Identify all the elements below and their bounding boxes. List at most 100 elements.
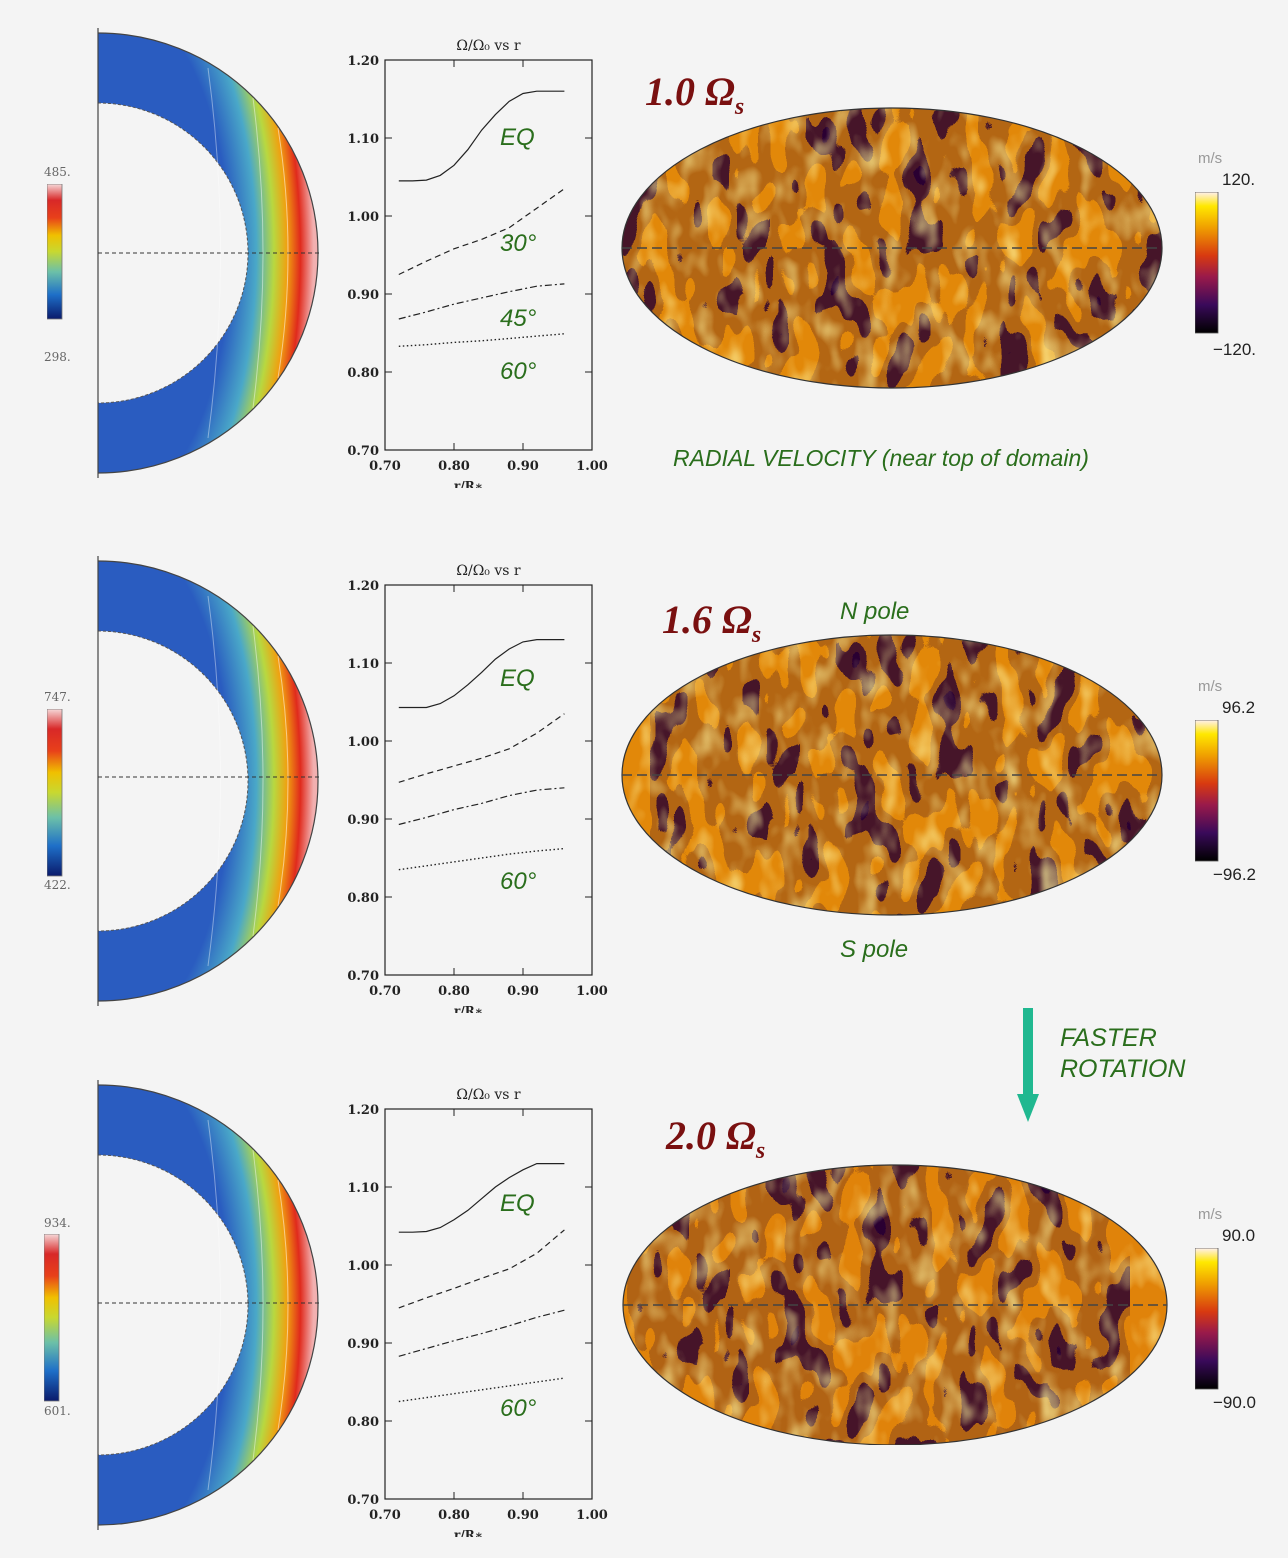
- hemisphere-plot: [97, 1080, 320, 1530]
- label-60: 60°: [500, 358, 537, 385]
- label-30: 30°: [500, 230, 537, 257]
- y-tick-label: 1.20: [347, 579, 379, 594]
- label-eq: EQ: [500, 124, 535, 151]
- velocity-unit: m/s: [1198, 678, 1223, 695]
- velocity-cbar-min: −120.: [1213, 340, 1257, 359]
- x-axis-label: r/R∗: [454, 1004, 483, 1013]
- faster-rotation-arrow-icon: [1017, 1008, 1039, 1122]
- x-tick-label: 0.90: [507, 459, 539, 474]
- s-pole-label: S pole: [840, 936, 909, 963]
- hemisphere-cbar-max: 934.: [44, 1216, 71, 1230]
- series-line-2: [398, 713, 565, 783]
- series-line-4: [398, 847, 565, 871]
- velocity-colorbar: [1195, 720, 1219, 862]
- rotation-rate: 2.0 Ωs: [666, 1113, 766, 1164]
- y-tick-label: 0.90: [347, 813, 379, 828]
- x-tick-label: 1.00: [576, 984, 608, 999]
- y-tick-label: 1.20: [347, 1103, 379, 1118]
- velocity-colorbar: [1195, 1248, 1219, 1390]
- velocity-cbar-max: 96.2: [1222, 698, 1256, 717]
- x-tick-label: 0.80: [438, 1508, 470, 1523]
- x-tick-label: 0.70: [369, 984, 401, 999]
- x-tick-label: 0.80: [438, 984, 470, 999]
- rotation-chart: Ω/Ω₀ vs r 0.70 0.80 0.90 1.00 1.10 1.20 0.70 0.8…: [347, 1087, 608, 1537]
- y-tick-label: 1.00: [347, 210, 379, 225]
- y-tick-label: 1.10: [347, 132, 379, 147]
- x-tick-label: 1.00: [576, 459, 608, 474]
- hemisphere-cbar-min: 601.: [44, 1404, 71, 1418]
- velocity-cbar-max: 120.: [1222, 170, 1256, 189]
- x-tick-label: 1.00: [576, 1508, 608, 1523]
- velocity-cbar-min: −96.2: [1213, 865, 1257, 884]
- velocity-map: [621, 634, 1163, 916]
- series-line-1: [398, 1162, 565, 1233]
- label-eq: EQ: [500, 1190, 535, 1217]
- faster-label: FASTER: [1060, 1024, 1157, 1052]
- y-tick-label: 1.10: [347, 657, 379, 672]
- x-axis-label: r/R∗: [454, 1528, 483, 1537]
- hemisphere-colorbar: [47, 184, 63, 320]
- series-line-4: [398, 333, 565, 347]
- hemisphere-cbar-min: 422.: [44, 878, 71, 892]
- y-tick-label: 1.00: [347, 735, 379, 750]
- y-tick-label: 0.70: [347, 444, 379, 459]
- chart-title: Ω/Ω₀ vs r: [456, 563, 521, 579]
- label-eq: EQ: [500, 665, 535, 692]
- x-tick-label: 0.80: [438, 459, 470, 474]
- panel-2: 747. 422. Ω/Ω₀ vs r 0.70 0.80 0.90 1.00 1.10 1…: [0, 528, 1288, 1048]
- x-tick-label: 0.90: [507, 984, 539, 999]
- velocity-cbar-min: −90.0: [1213, 1393, 1257, 1412]
- x-tick-label: 0.90: [507, 1508, 539, 1523]
- velocity-map: [622, 1164, 1168, 1445]
- hemisphere-cbar-max: 485.: [44, 165, 71, 179]
- y-tick-label: 0.90: [347, 1337, 379, 1352]
- hemisphere-cbar-min: 298.: [44, 350, 71, 364]
- y-tick-label: 1.20: [347, 54, 379, 69]
- plot-frame: [384, 1108, 593, 1500]
- velocity-map: [621, 107, 1163, 389]
- hemisphere-colorbar: [44, 1234, 60, 1402]
- y-tick-label: 0.70: [347, 969, 379, 984]
- series-line-3: [398, 787, 565, 826]
- y-tick-label: 0.80: [347, 366, 379, 381]
- x-tick-label: 0.70: [369, 459, 401, 474]
- velocity-cbar-max: 90.0: [1222, 1226, 1256, 1245]
- panel-1: 485. 298. Ω/Ω₀ vs r 0.70 0.80 0.90 1.00 1.10 1…: [0, 0, 1288, 520]
- panel-3: 934. 601. Ω/Ω₀ vs r 0.70 0.80 0.90 1.00 1.10 1…: [0, 1052, 1288, 1557]
- label-45: 45°: [500, 305, 537, 332]
- chart-title: Ω/Ω₀ vs r: [456, 1087, 521, 1103]
- label-60: 60°: [500, 1395, 537, 1422]
- y-tick-label: 0.90: [347, 288, 379, 303]
- series-line-2: [398, 1229, 565, 1309]
- x-tick-label: 0.70: [369, 1508, 401, 1523]
- radial-velocity-caption: RADIAL VELOCITY (near top of domain): [673, 445, 1089, 471]
- velocity-unit: m/s: [1198, 1206, 1223, 1223]
- series-line-3: [398, 1309, 565, 1357]
- rotation-rate: 1.0 Ωs: [645, 69, 745, 120]
- y-tick-label: 1.10: [347, 1181, 379, 1196]
- velocity-unit: m/s: [1198, 150, 1223, 167]
- hemisphere-colorbar: [47, 709, 63, 877]
- plot-frame: [384, 584, 593, 976]
- x-axis-label: r/R∗: [454, 479, 483, 488]
- series-line-2: [398, 188, 565, 276]
- plot-frame: [384, 59, 593, 451]
- hemisphere-plot: [97, 556, 320, 1006]
- rotation-chart: Ω/Ω₀ vs r 0.70 0.80 0.90 1.00 1.10 1.20 0.70 0.8…: [347, 563, 608, 1013]
- hemisphere-plot: [97, 28, 320, 478]
- n-pole-label: N pole: [840, 598, 910, 625]
- label-60: 60°: [500, 868, 537, 895]
- velocity-colorbar: [1195, 192, 1219, 334]
- series-line-1: [398, 638, 565, 709]
- series-line-3: [398, 283, 565, 320]
- series-line-1: [398, 90, 565, 182]
- hemisphere-cbar-max: 747.: [44, 690, 71, 704]
- rotation-label: ROTATION: [1060, 1055, 1186, 1083]
- rotation-chart: Ω/Ω₀ vs r 0.70 0.80 0.90 1.00 1.10 1.20 0.70 0.8…: [347, 38, 608, 488]
- series-line-4: [398, 1377, 565, 1403]
- y-tick-label: 0.70: [347, 1493, 379, 1508]
- y-tick-label: 0.80: [347, 891, 379, 906]
- y-tick-label: 1.00: [347, 1259, 379, 1274]
- y-tick-label: 0.80: [347, 1415, 379, 1430]
- rotation-rate: 1.6 Ωs: [662, 597, 762, 648]
